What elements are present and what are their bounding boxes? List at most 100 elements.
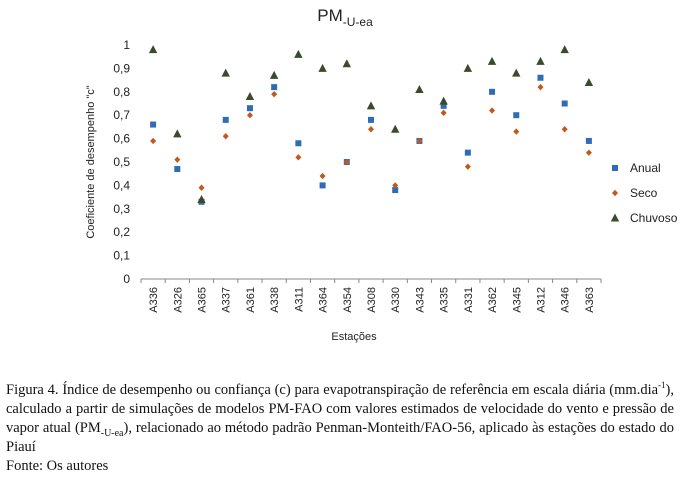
- anual-point: [246, 105, 253, 112]
- x-tick-label: A346: [560, 287, 572, 313]
- x-tick-label: A345: [511, 287, 523, 313]
- seco-point: [392, 182, 399, 189]
- x-tick-label: A331: [463, 287, 475, 313]
- anual-point: [319, 182, 326, 189]
- seco-point: [198, 184, 205, 191]
- caption-source: Fonte: Os autores: [6, 458, 109, 474]
- legend: Anual Seco Chuvoso: [610, 161, 678, 225]
- x-axis-ticks: A336 A326 A365 A337 A361 A338 A311 A364 A354 A308…: [140, 279, 602, 313]
- y-tick-label: 0,3: [113, 202, 130, 216]
- y-tick-label: 0,1: [113, 249, 130, 263]
- chuvoso-point: [463, 63, 473, 72]
- seco-point: [561, 126, 568, 133]
- anual-point: [295, 140, 302, 147]
- anual-point: [513, 112, 520, 119]
- seco-point: [440, 109, 447, 117]
- chuvoso-point: [391, 124, 400, 133]
- seco-point: [319, 172, 326, 180]
- x-tick-label: A364: [318, 287, 330, 313]
- y-tick-label: 0: [123, 272, 130, 286]
- chuvoso-point: [342, 59, 351, 68]
- anual-point: [392, 187, 399, 194]
- anual-point: [271, 84, 278, 91]
- chuvoso-point: [221, 68, 230, 77]
- x-tick-label: A354: [342, 287, 354, 313]
- y-tick-label: 0,6: [113, 132, 130, 146]
- x-tick-label: A361: [245, 287, 257, 313]
- chuvoso-point: [584, 77, 594, 86]
- seco-point: [343, 158, 350, 166]
- y-tick-label: 0,8: [113, 85, 130, 99]
- y-tick-label: 0,5: [113, 155, 130, 169]
- anual-point: [585, 137, 592, 144]
- chuvoso-point: [512, 68, 521, 77]
- seco-point: [464, 163, 471, 170]
- anual-point: [464, 149, 471, 156]
- anual-point: [489, 88, 496, 95]
- legend-label-seco: Seco: [630, 186, 658, 200]
- seco-point: [246, 112, 253, 119]
- scatter-chart: PM-U-ea 0 0,1 0,2 0,3 0,4 0,5 0,6 0,7 0,8 0,9 1 A3…: [85, 6, 678, 343]
- seco-point: [368, 126, 374, 133]
- chuvoso-point: [148, 45, 158, 54]
- chuvoso-point: [269, 70, 279, 79]
- chuvoso-point: [245, 91, 255, 100]
- caption-text: Figura 4. Índice de desempenho ou confia…: [6, 380, 674, 455]
- y-tick-label: 0,9: [113, 61, 130, 75]
- y-tick-label: 0,7: [113, 108, 130, 122]
- anual-point: [440, 102, 447, 109]
- seco-point: [295, 154, 302, 161]
- data-points: [148, 45, 594, 205]
- x-tick-label: A363: [584, 287, 596, 313]
- x-tick-label: A343: [414, 287, 426, 313]
- x-tick-label: A330: [390, 287, 402, 313]
- y-tick-label: 0,4: [113, 178, 130, 192]
- seco-point: [537, 83, 544, 91]
- x-tick-label: A336: [148, 287, 160, 313]
- chuvoso-point: [536, 56, 545, 65]
- seco-point: [271, 90, 278, 98]
- x-tick-label: A312: [535, 287, 547, 313]
- x-tick-label: A337: [221, 287, 233, 313]
- chuvoso-point: [366, 101, 376, 110]
- chuvoso-point: [415, 84, 424, 93]
- chuvoso-point: [173, 129, 182, 138]
- chuvoso-point: [318, 63, 327, 72]
- y-tick-label: 0,2: [113, 225, 130, 239]
- chuvoso-point: [294, 49, 303, 58]
- seco-point: [416, 137, 423, 145]
- anual-point: [561, 100, 568, 107]
- anual-point: [150, 121, 157, 128]
- x-tick-label: A362: [487, 287, 499, 313]
- chuvoso-point: [487, 56, 497, 65]
- legend-label-anual: Anual: [630, 161, 661, 175]
- x-tick-label: A311: [293, 287, 305, 312]
- anual-point: [368, 116, 374, 123]
- x-tick-label: A326: [172, 287, 184, 313]
- anual-point: [537, 74, 544, 81]
- seco-point: [489, 107, 496, 114]
- chuvoso-point: [439, 96, 448, 105]
- seco-point: [513, 128, 520, 135]
- x-axis-label: Estações: [331, 331, 377, 343]
- legend-label-chuvoso: Chuvoso: [630, 211, 678, 225]
- seco-point: [585, 149, 592, 156]
- legend-marker-chuvoso: [610, 213, 620, 222]
- seco-point: [150, 137, 157, 145]
- x-tick-label: A335: [439, 287, 451, 313]
- y-tick-label: 1: [123, 38, 130, 52]
- seco-point: [222, 133, 229, 140]
- anual-point: [174, 166, 181, 173]
- chuvoso-point: [197, 194, 206, 203]
- chart-title: PM-U-ea: [317, 6, 373, 29]
- x-tick-label: A308: [366, 287, 378, 313]
- legend-marker-seco: [612, 189, 618, 197]
- figure-caption: Figura 4. Índice de desempenho ou confia…: [6, 381, 674, 476]
- anual-point: [222, 116, 229, 123]
- x-tick-label: A338: [269, 287, 281, 313]
- x-tick-label: A365: [197, 287, 209, 313]
- legend-marker-anual: [612, 165, 618, 171]
- seco-point: [174, 156, 181, 163]
- y-axis-ticks: 0 0,1 0,2 0,3 0,4 0,5 0,6 0,7 0,8 0,9 1: [113, 38, 130, 286]
- chuvoso-point: [560, 45, 569, 54]
